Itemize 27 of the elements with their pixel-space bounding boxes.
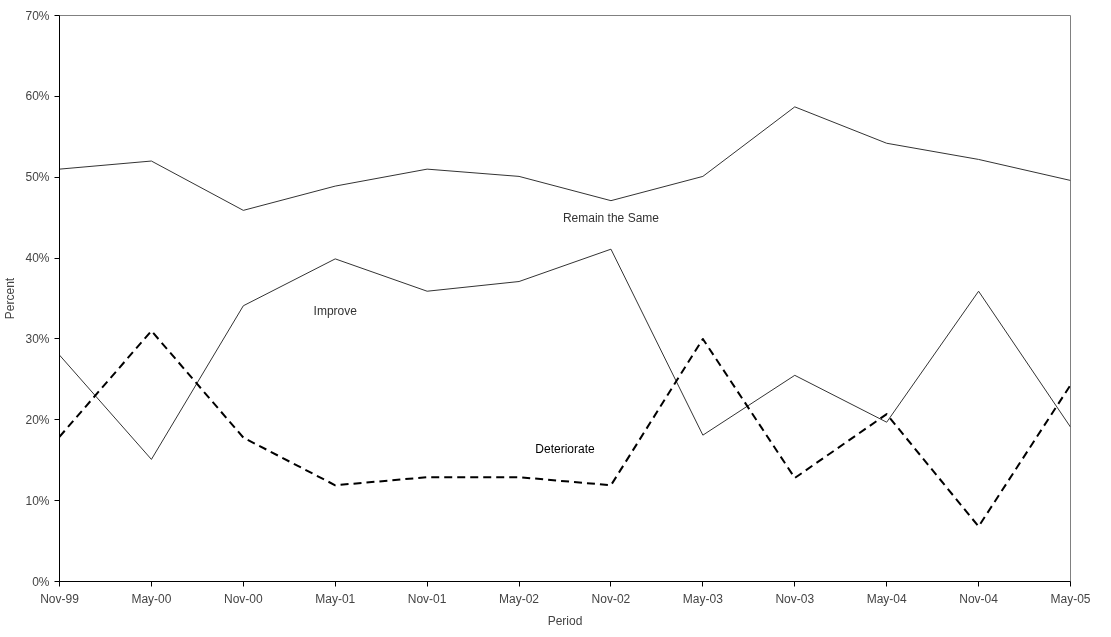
x-axis-title: Period xyxy=(547,613,583,628)
x-tick-label: Nov-99 xyxy=(40,591,80,606)
x-tick-label: Nov-00 xyxy=(223,591,263,606)
y-tick-label: 10% xyxy=(25,493,50,508)
x-tick-label: May-03 xyxy=(682,591,724,606)
x-tick-label: May-05 xyxy=(1050,591,1091,606)
y-tick-label: 0% xyxy=(32,574,50,589)
x-tick-label: May-02 xyxy=(499,591,540,606)
x-tick-label: Nov-02 xyxy=(591,591,631,606)
y-tick-label: 30% xyxy=(25,331,50,346)
x-tick-label: May-00 xyxy=(131,591,172,606)
y-tick-label: 60% xyxy=(25,89,50,104)
y-tick-label: 70% xyxy=(25,8,50,23)
y-tick-label: 50% xyxy=(25,170,50,185)
line-series xyxy=(59,248,1071,460)
line-series xyxy=(59,106,1071,211)
x-tick-label: May-04 xyxy=(866,591,908,606)
x-tick-label: Nov-04 xyxy=(959,591,999,606)
series-label: Deteriorate xyxy=(535,441,596,456)
x-tick-label: Nov-03 xyxy=(775,591,815,606)
y-axis-title: Percent xyxy=(3,277,18,320)
text: Improve xyxy=(313,304,358,319)
y-tick-label: 40% xyxy=(25,251,50,266)
y-tick-label: 20% xyxy=(25,412,50,427)
x-tick-label: Nov-01 xyxy=(407,591,447,606)
x-tick-label: May-01 xyxy=(315,591,356,606)
series-label: Remain the Same xyxy=(562,211,660,226)
